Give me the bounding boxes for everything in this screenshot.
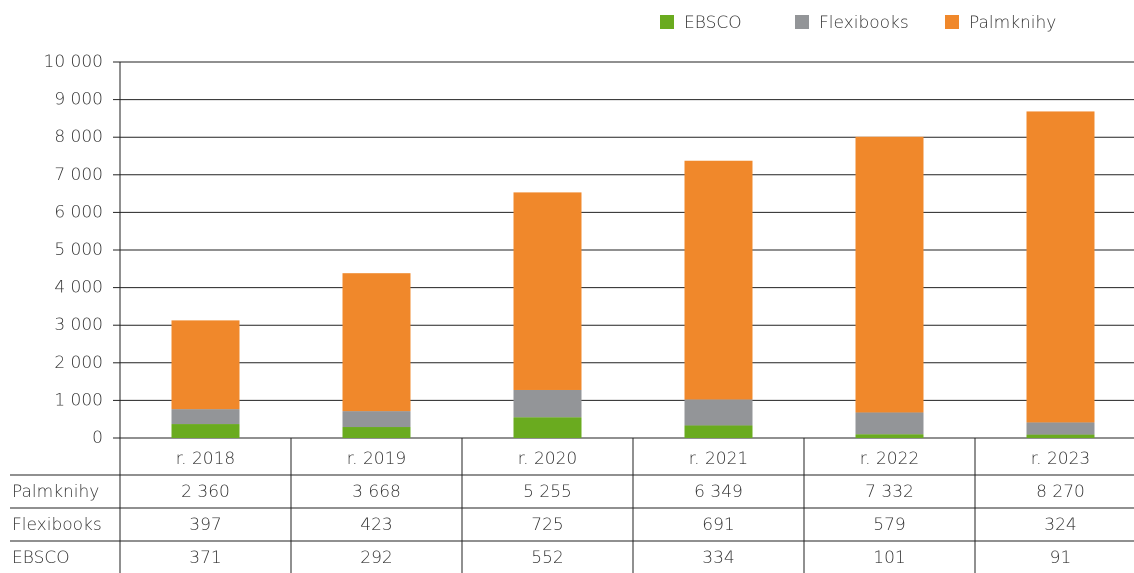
table-cell: 8 270 (1036, 482, 1085, 502)
y-tick-label: 10 000 (44, 52, 103, 72)
x-tick-label: r. 2023 (1031, 449, 1091, 469)
y-tick-label: 4 000 (54, 278, 103, 298)
table-cell: 6 349 (694, 482, 743, 502)
table-row-label: Palmknihy (12, 482, 99, 502)
table-cell: 2 360 (181, 482, 230, 502)
legend-swatch (795, 15, 809, 29)
y-tick-label: 7 000 (54, 165, 103, 185)
table-cell: 101 (873, 548, 905, 568)
table-cell: 725 (531, 515, 563, 535)
table-cell: 324 (1044, 515, 1076, 535)
bar (513, 417, 582, 438)
x-tick-label: r. 2021 (689, 449, 749, 469)
legend-swatch (945, 15, 959, 29)
legend-label: Flexibooks (819, 13, 909, 33)
bar (684, 399, 753, 426)
y-tick-label: 5 000 (54, 240, 103, 260)
bar (855, 136, 924, 413)
table-row-label: EBSCO (12, 548, 70, 568)
y-tick-label: 1 000 (54, 390, 103, 410)
y-tick-label: 2 000 (54, 353, 103, 373)
bar (342, 427, 411, 438)
table-cell: 397 (189, 515, 221, 535)
bar (513, 389, 582, 418)
y-tick-label: 3 000 (54, 315, 103, 335)
table-cell: 5 255 (523, 482, 572, 502)
bar (855, 434, 924, 438)
y-tick-label: 0 (92, 428, 103, 448)
bar (171, 320, 240, 410)
table-cell: 579 (873, 515, 905, 535)
table-cell: 292 (360, 548, 392, 568)
y-tick-label: 6 000 (54, 202, 103, 222)
legend-label: Palmknihy (969, 13, 1056, 33)
x-tick-label: r. 2020 (518, 449, 578, 469)
table-cell: 7 332 (865, 482, 914, 502)
bar (855, 412, 924, 435)
bar (1026, 434, 1095, 438)
table-cell: 334 (702, 548, 734, 568)
legend-label: EBSCO (684, 13, 742, 33)
table-cell: 552 (531, 548, 563, 568)
bar (171, 424, 240, 438)
table-cell: 91 (1050, 548, 1072, 568)
bar (684, 425, 753, 438)
bar (1026, 422, 1095, 435)
y-tick-label: 9 000 (54, 90, 103, 110)
x-tick-label: r. 2018 (176, 449, 236, 469)
x-tick-label: r. 2019 (347, 449, 407, 469)
bar (342, 273, 411, 412)
table-cell: 371 (189, 548, 221, 568)
bar (171, 409, 240, 425)
table-cell: 691 (702, 515, 734, 535)
x-tick-label: r. 2022 (860, 449, 920, 469)
table-cell: 423 (360, 515, 392, 535)
bar (342, 411, 411, 428)
bar (684, 160, 753, 400)
y-tick-label: 8 000 (54, 127, 103, 147)
table-row-label: Flexibooks (12, 515, 102, 535)
bar (513, 192, 582, 390)
table-cell: 3 668 (352, 482, 401, 502)
legend-swatch (660, 15, 674, 29)
bar (1026, 111, 1095, 423)
